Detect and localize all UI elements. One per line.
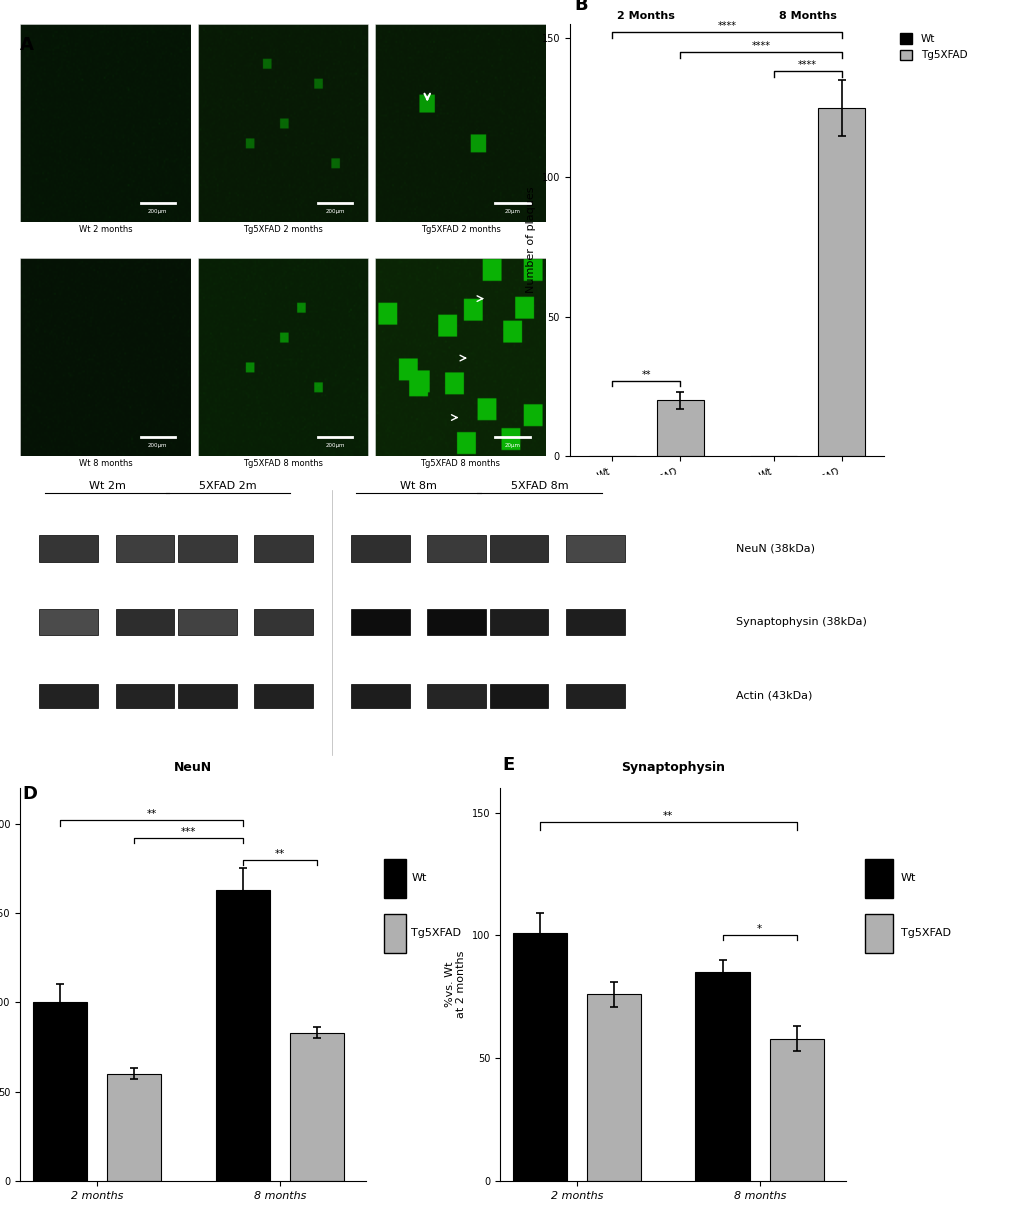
X-axis label: Tg5XFAD 2 months: Tg5XFAD 2 months (420, 225, 500, 234)
Y-axis label: Number of plaques: Number of plaques (526, 187, 535, 293)
Bar (864, 859, 893, 898)
Text: 8 Months: 8 Months (779, 11, 836, 22)
X-axis label: Wt 8 months: Wt 8 months (78, 459, 132, 468)
Text: Wt: Wt (900, 874, 915, 883)
Text: A: A (20, 36, 35, 54)
Bar (115, 535, 174, 562)
Text: **: ** (146, 810, 156, 819)
Bar (289, 1033, 343, 1181)
Y-axis label: %vs. Wt
at 2 months: %vs. Wt at 2 months (444, 951, 466, 1018)
Text: *: * (756, 924, 761, 934)
Bar (769, 1039, 823, 1181)
Bar (215, 889, 270, 1181)
Text: E: E (501, 757, 514, 774)
Text: Tg5XFAD: Tg5XFAD (900, 928, 950, 939)
Text: ****: **** (716, 20, 736, 31)
Bar (427, 684, 486, 707)
Bar (864, 913, 893, 953)
Text: 200μm: 200μm (325, 443, 344, 448)
Text: 20μm: 20μm (504, 443, 520, 448)
Bar (566, 684, 624, 707)
X-axis label: Tg5XFAD 2 months: Tg5XFAD 2 months (243, 225, 323, 234)
Bar (427, 535, 486, 562)
Bar (351, 609, 410, 635)
Bar (40, 609, 98, 635)
Text: 20μm: 20μm (504, 210, 520, 214)
Bar (107, 1074, 161, 1181)
Bar (586, 994, 640, 1181)
Text: Actin (43kDa): Actin (43kDa) (736, 690, 812, 701)
Text: Tg5XFAD: Tg5XFAD (411, 928, 461, 939)
Bar (656, 400, 703, 457)
Text: ****: **** (798, 60, 816, 70)
Text: Wt 2m: Wt 2m (89, 481, 125, 490)
Bar (40, 684, 98, 707)
Text: **: ** (274, 848, 284, 859)
Text: 200μm: 200μm (148, 210, 167, 214)
Bar (254, 535, 313, 562)
Title: NeuN: NeuN (174, 762, 212, 775)
X-axis label: Wt 2 months: Wt 2 months (78, 225, 132, 234)
X-axis label: Tg5XFAD 8 months: Tg5XFAD 8 months (420, 459, 500, 468)
Text: ***: *** (180, 827, 196, 837)
X-axis label: Tg5XFAD 8 months: Tg5XFAD 8 months (243, 459, 323, 468)
Bar (115, 684, 174, 707)
Bar (489, 609, 548, 635)
Bar (566, 609, 624, 635)
Bar (566, 535, 624, 562)
Text: Synaptophysin (38kDa): Synaptophysin (38kDa) (736, 617, 866, 627)
Text: 5XFAD 8m: 5XFAD 8m (511, 481, 568, 490)
Text: Wt 8m: Wt 8m (399, 481, 436, 490)
Bar (489, 684, 548, 707)
Text: 5XFAD 2m: 5XFAD 2m (199, 481, 257, 490)
Bar (351, 684, 410, 707)
Bar (177, 535, 236, 562)
Text: Wt: Wt (411, 874, 426, 883)
Text: NeuN (38kDa): NeuN (38kDa) (736, 543, 814, 553)
Bar (383, 913, 406, 953)
Text: ****: **** (751, 41, 769, 51)
Text: 200μm: 200μm (148, 443, 167, 448)
Text: B: B (574, 0, 587, 14)
Bar (177, 609, 236, 635)
Bar (427, 609, 486, 635)
Text: 200μm: 200μm (325, 210, 344, 214)
Bar (254, 609, 313, 635)
Bar (115, 609, 174, 635)
Title: Synaptophysin: Synaptophysin (621, 762, 725, 775)
Bar (177, 684, 236, 707)
Text: 2 Months: 2 Months (616, 11, 675, 22)
Text: **: ** (641, 370, 650, 380)
Bar (512, 933, 567, 1181)
Text: D: D (22, 784, 38, 803)
Bar (817, 107, 864, 457)
Legend: Wt, Tg5XFAD: Wt, Tg5XFAD (895, 29, 971, 65)
Bar (383, 859, 406, 898)
Bar (489, 535, 548, 562)
Bar (33, 1003, 87, 1181)
Bar (254, 684, 313, 707)
Text: **: ** (662, 811, 673, 822)
Bar (351, 535, 410, 562)
Bar (695, 972, 749, 1181)
Bar (40, 535, 98, 562)
